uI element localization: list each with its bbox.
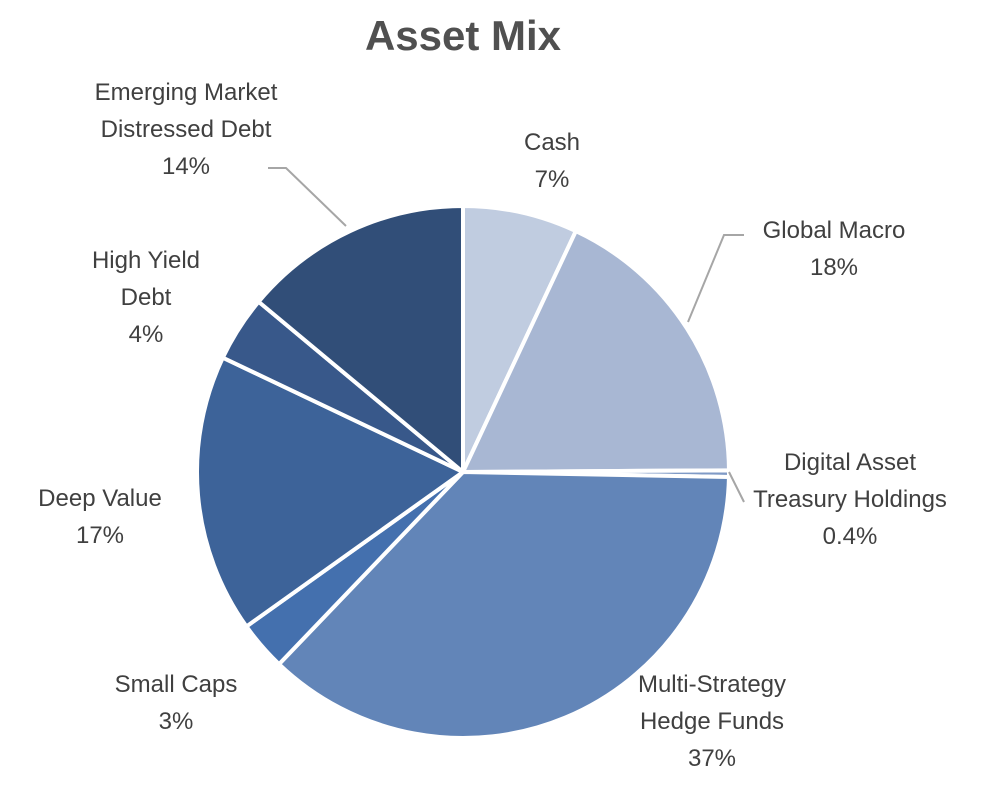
leader-line-digital-asset-treasury-holdings	[728, 471, 745, 503]
slice-value-label: 0.4%	[823, 523, 878, 550]
slice-label-small-caps: Small Caps 3%	[115, 671, 238, 735]
slice-name-label: Emerging Market	[95, 79, 278, 106]
pie-slice-cash	[461, 204, 578, 474]
slice-name-label: Digital Asset	[784, 449, 916, 476]
slice-value-label: 3%	[159, 708, 194, 735]
slice-name-label: Deep Value	[38, 485, 162, 512]
slice-name-label: Treasury Holdings	[753, 486, 947, 513]
slice-name-label: Global Macro	[763, 217, 906, 244]
slice-value-label: 17%	[76, 522, 124, 549]
slice-value-label: 7%	[535, 166, 570, 193]
slice-label-cash: Cash 7%	[524, 129, 580, 193]
slice-label-high-yield-debt: High Yield Debt 4%	[92, 247, 200, 348]
slice-label-multi-strategy-hedge-funds: Multi-Strategy Hedge Funds 37%	[638, 671, 786, 772]
slice-value-label: 37%	[688, 745, 736, 772]
slice-name-label: Hedge Funds	[640, 708, 784, 735]
slice-name-label: Debt	[121, 284, 172, 311]
slice-name-label: Small Caps	[115, 671, 238, 698]
slice-label-global-macro: Global Macro 18%	[763, 217, 906, 281]
slice-name-label: Cash	[524, 129, 580, 156]
slice-label-emerging-market-distressed-debt: Emerging Market Distressed Debt 14%	[95, 79, 278, 180]
slice-labels: Cash 7% Global Macro 18% Digital Asset Treasu…	[38, 79, 947, 772]
slice-value-label: 14%	[162, 153, 210, 180]
pie-slice-deep-value	[195, 355, 465, 629]
leader-line-emerging-market-distressed-debt	[268, 167, 347, 227]
slice-name-label: Distressed Debt	[101, 116, 272, 143]
pie-slice-global-macro	[461, 229, 731, 474]
slice-value-label: 4%	[129, 321, 164, 348]
slice-value-label: 18%	[810, 254, 858, 281]
slice-label-digital-asset-treasury-holdings: Digital Asset Treasury Holdings 0.4%	[753, 449, 947, 550]
pie-slice-emerging-market-distressed-debt	[256, 204, 465, 474]
slice-name-label: Multi-Strategy	[638, 671, 786, 698]
pie-slice-multi-strategy-hedge-funds	[277, 470, 731, 740]
leader-line-global-macro	[687, 234, 744, 323]
slice-name-label: High Yield	[92, 247, 200, 274]
slice-label-deep-value: Deep Value 17%	[38, 485, 162, 549]
leader-lines	[268, 167, 745, 503]
chart-title: Asset Mix	[365, 12, 562, 59]
pie-slices	[195, 204, 731, 740]
